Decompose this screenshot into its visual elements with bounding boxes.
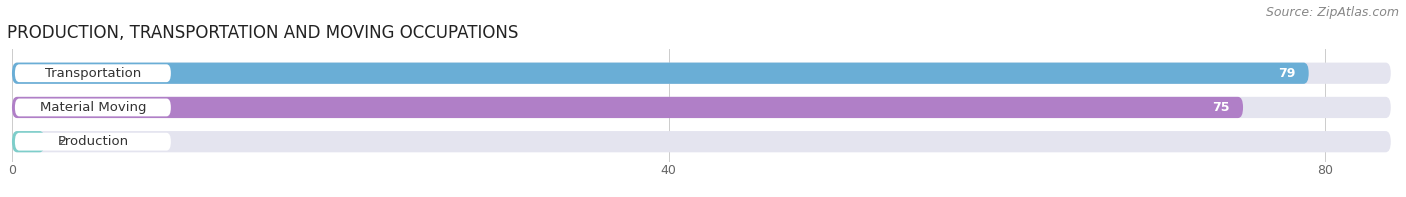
FancyBboxPatch shape	[13, 63, 1391, 84]
FancyBboxPatch shape	[13, 131, 1391, 152]
FancyBboxPatch shape	[15, 133, 172, 151]
Text: Material Moving: Material Moving	[39, 101, 146, 114]
Text: 2: 2	[58, 135, 66, 148]
Text: Production: Production	[58, 135, 128, 148]
Text: Source: ZipAtlas.com: Source: ZipAtlas.com	[1265, 6, 1399, 19]
FancyBboxPatch shape	[15, 98, 172, 116]
Text: PRODUCTION, TRANSPORTATION AND MOVING OCCUPATIONS: PRODUCTION, TRANSPORTATION AND MOVING OC…	[7, 24, 519, 42]
FancyBboxPatch shape	[13, 97, 1391, 118]
FancyBboxPatch shape	[13, 63, 1309, 84]
FancyBboxPatch shape	[13, 131, 45, 152]
Text: 79: 79	[1278, 67, 1295, 80]
Text: 75: 75	[1212, 101, 1230, 114]
FancyBboxPatch shape	[15, 64, 172, 82]
FancyBboxPatch shape	[13, 97, 1243, 118]
Text: Transportation: Transportation	[45, 67, 141, 80]
